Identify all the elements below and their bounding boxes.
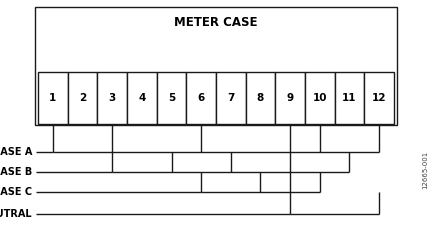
Text: PHASE B: PHASE B — [0, 167, 32, 177]
Bar — [304, 72, 334, 124]
Text: 3: 3 — [108, 93, 115, 103]
Text: METER CASE: METER CASE — [174, 16, 257, 29]
Text: 2: 2 — [79, 93, 86, 103]
Bar — [334, 72, 364, 124]
Bar — [186, 72, 216, 124]
Bar — [156, 72, 186, 124]
Text: 6: 6 — [197, 93, 204, 103]
Text: PHASE A: PHASE A — [0, 147, 32, 157]
Bar — [97, 72, 127, 124]
Text: 12665-001: 12665-001 — [421, 151, 427, 189]
Text: 7: 7 — [227, 93, 234, 103]
Bar — [364, 72, 393, 124]
Text: 1: 1 — [49, 93, 56, 103]
Text: 10: 10 — [312, 93, 326, 103]
Text: 8: 8 — [256, 93, 263, 103]
Text: 4: 4 — [138, 93, 145, 103]
Text: NEUTRAL: NEUTRAL — [0, 209, 32, 219]
Bar — [68, 72, 97, 124]
Bar — [216, 72, 245, 124]
Bar — [245, 72, 275, 124]
Text: PHASE C: PHASE C — [0, 187, 32, 197]
Text: 5: 5 — [168, 93, 175, 103]
Bar — [38, 72, 68, 124]
Text: 9: 9 — [286, 93, 293, 103]
Text: 11: 11 — [342, 93, 356, 103]
Bar — [35, 7, 396, 125]
Bar — [275, 72, 304, 124]
Bar — [127, 72, 156, 124]
Text: 12: 12 — [371, 93, 385, 103]
